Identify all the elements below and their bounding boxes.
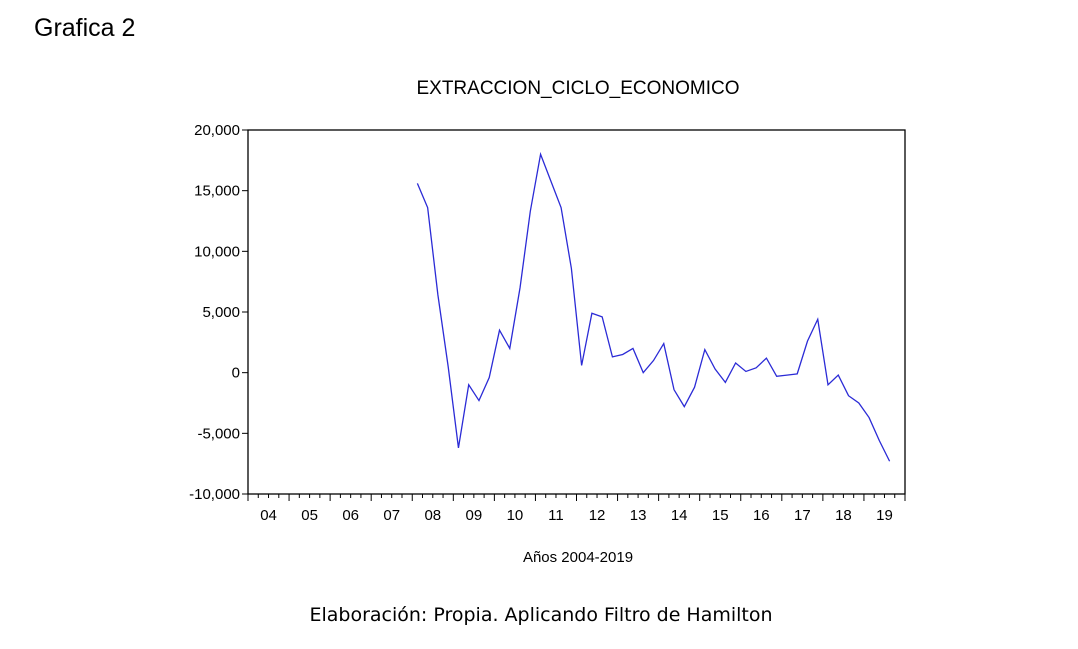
x-tick-label: 17: [794, 507, 811, 524]
x-tick-label: 18: [835, 507, 852, 524]
x-tick-label: 04: [260, 507, 277, 524]
x-tick-label: 12: [589, 507, 606, 524]
chart-title: EXTRACCION_CICLO_ECONOMICO: [416, 78, 740, 99]
x-axis: 04 05 06 07 08 09 10 11 12 13 14 15 16 17 18 19: [247, 494, 906, 524]
x-tick-label: 07: [383, 507, 400, 524]
caption: Elaboración: Propia. Aplicando Filtro de…: [309, 604, 773, 626]
x-tick-label: 11: [548, 507, 564, 524]
x-tick-label: 15: [712, 507, 729, 524]
x-axis-label: Años 2004-2019: [523, 549, 633, 566]
x-tick-label: 13: [630, 507, 647, 524]
y-tick-label: -5,000: [197, 425, 240, 442]
series-line: [416, 151, 891, 462]
x-tick-label: 08: [424, 507, 441, 524]
page-heading: Grafica 2: [34, 14, 136, 42]
x-tick-label: 14: [671, 507, 688, 524]
y-tick-label: 0: [232, 365, 240, 382]
y-tick-label: 5,000: [202, 304, 240, 321]
x-tick-label: 16: [753, 507, 770, 524]
x-tick-label: 05: [301, 507, 318, 524]
y-tick-label: 15,000: [194, 183, 240, 200]
y-axis: 20,000 15,000 10,000 5,000 0 -5,000 -10,000: [189, 122, 248, 503]
y-tick-label: 10,000: [194, 243, 240, 260]
x-tick-label: 06: [342, 507, 359, 524]
x-tick-label: 09: [466, 507, 483, 524]
y-tick-label: -10,000: [189, 486, 240, 503]
x-tick-label: 19: [876, 507, 893, 524]
y-tick-label: 20,000: [194, 122, 240, 139]
x-tick-label: 10: [507, 507, 524, 524]
